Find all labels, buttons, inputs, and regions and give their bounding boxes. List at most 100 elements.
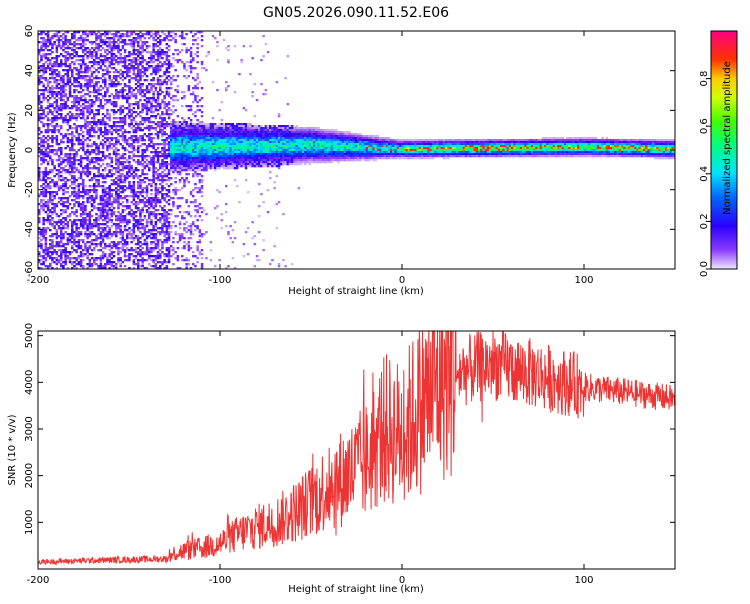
heatmap-cell (68, 235, 72, 238)
heatmap-cell (137, 101, 140, 104)
heatmap-cell (73, 43, 76, 46)
heatmap-cell (44, 195, 48, 198)
heatmap-cell (165, 53, 169, 56)
heatmap-cell (64, 155, 67, 158)
heatmap-cell (148, 251, 151, 254)
heatmap-cell (106, 149, 109, 152)
heatmap-cell (95, 61, 98, 64)
heatmap-cell (123, 51, 127, 54)
heatmap-cell (207, 167, 210, 170)
heatmap-cell (101, 147, 105, 150)
heatmap-cell (161, 181, 164, 184)
heatmap-cell (51, 45, 54, 48)
heatmap-cell (130, 59, 133, 62)
heatmap-cell (156, 101, 160, 104)
heatmap-cell (189, 135, 193, 138)
heatmap-cell (79, 253, 83, 256)
heatmap-cell (167, 231, 171, 234)
heatmap-cell (57, 125, 61, 128)
heatmap-cell (123, 139, 127, 142)
heatmap-cell (154, 101, 158, 104)
heatmap-cell (38, 233, 41, 236)
heatmap-cell (101, 227, 105, 230)
heatmap-cell (143, 241, 147, 244)
heatmap-cell (49, 145, 52, 148)
heatmap-cell (60, 47, 63, 50)
heatmap-cell (53, 43, 56, 46)
heatmap-cell (42, 91, 45, 94)
heatmap-cell (121, 189, 125, 192)
heatmap-cell (150, 109, 153, 112)
heatmap-cell (82, 57, 85, 60)
heatmap-cell (167, 39, 171, 42)
heatmap-cell (82, 55, 85, 58)
heatmap-cell (123, 147, 127, 150)
heatmap-cell (174, 145, 177, 148)
heatmap-cell (57, 91, 61, 94)
heatmap-cell (60, 53, 63, 56)
heatmap-cell (178, 143, 182, 146)
heatmap-cell (66, 191, 70, 194)
heatmap-cell (159, 79, 162, 82)
heatmap-cell (71, 161, 74, 164)
heatmap-cell (139, 93, 142, 96)
heatmap-cell (62, 79, 65, 82)
heatmap-cell (40, 55, 43, 58)
heatmap-cell (55, 73, 59, 76)
heatmap-cell (209, 125, 213, 128)
heatmap-cell (200, 147, 204, 150)
heatmap-cell (75, 233, 78, 236)
heatmap-cell (44, 179, 48, 182)
heatmap-cell (137, 63, 140, 66)
heatmap-cell (104, 193, 107, 196)
heatmap-cell (178, 165, 182, 168)
heatmap-cell (154, 245, 158, 248)
heatmap-cell (183, 167, 186, 170)
heatmap-cell (57, 215, 61, 218)
heatmap-cell (163, 141, 166, 144)
heatmap-cell (79, 67, 83, 70)
heatmap-cell (156, 257, 160, 260)
heatmap-cell (82, 135, 85, 138)
heatmap-cell (141, 57, 144, 60)
heatmap-cell (38, 267, 41, 269)
heatmap-cell (154, 43, 158, 46)
heatmap-cell (205, 169, 208, 172)
heatmap-cell (106, 197, 109, 200)
heatmap-cell (44, 205, 48, 208)
heatmap-cell (196, 139, 199, 142)
heatmap-cell (77, 113, 81, 116)
heatmap-cell (82, 143, 85, 146)
heatmap-cell (143, 197, 147, 200)
heatmap-cell (82, 183, 85, 186)
heatmap-cell (130, 249, 133, 252)
heatmap-cell (117, 45, 120, 48)
heatmap-cell (49, 41, 52, 44)
heatmap-cell (183, 127, 186, 130)
heatmap-cell (174, 159, 177, 162)
heatmap-cell (49, 129, 52, 132)
heatmap-cell (187, 169, 191, 172)
heatmap-cell (192, 263, 195, 266)
heatmap-cell (86, 149, 89, 152)
heatmap-cell (174, 225, 177, 228)
heatmap-cell (106, 41, 109, 44)
heatmap-cell (40, 141, 43, 144)
heatmap-cell (145, 69, 149, 72)
heatmap-cell (132, 145, 136, 148)
heatmap-cell (145, 127, 149, 130)
heatmap-cell (154, 213, 158, 216)
heatmap-cell (46, 177, 50, 180)
heatmap-cell (68, 261, 72, 264)
heatmap-cell (130, 241, 133, 244)
heatmap-cell (64, 133, 67, 136)
heatmap-cell (53, 61, 56, 64)
heatmap-cell (161, 159, 164, 162)
heatmap-cell (123, 43, 127, 46)
heatmap-cell (79, 39, 83, 42)
heatmap-cell (132, 147, 136, 150)
heatmap-cell (150, 79, 153, 82)
heatmap-cell (46, 191, 50, 194)
heatmap-cell (99, 265, 103, 268)
heatmap-cell (178, 161, 182, 164)
